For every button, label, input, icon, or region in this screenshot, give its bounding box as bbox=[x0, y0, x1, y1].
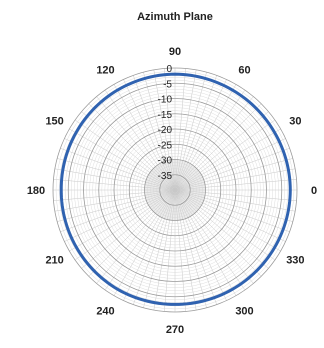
minor-ring bbox=[80, 95, 270, 285]
minor-ring bbox=[168, 183, 182, 197]
major-ring bbox=[128, 143, 222, 237]
angle-tick-labels: 0 30 60 90 120 150 180 210 240 270 300 330 bbox=[27, 46, 317, 336]
minor-ring bbox=[125, 140, 224, 239]
minor-ring bbox=[162, 177, 188, 203]
minor-ring bbox=[138, 153, 212, 227]
minor-ring bbox=[77, 92, 273, 288]
polar-grid bbox=[52, 67, 298, 313]
radial-tick-label: -20 bbox=[158, 125, 173, 136]
radial-tick-label: -30 bbox=[158, 156, 173, 167]
minor-ring bbox=[147, 162, 203, 218]
minor-ring bbox=[104, 119, 246, 261]
radial-tick-label: -5 bbox=[163, 79, 172, 90]
radial-tick-label: -35 bbox=[158, 171, 173, 182]
minor-ring bbox=[86, 101, 264, 279]
minor-ring bbox=[171, 186, 179, 194]
minor-ring bbox=[132, 147, 218, 233]
minor-ring bbox=[122, 137, 228, 243]
major-ring bbox=[113, 128, 237, 252]
angle-tick-label: 300 bbox=[235, 305, 253, 317]
angle-tick-label: 330 bbox=[286, 255, 304, 267]
angle-tick-label: 150 bbox=[45, 116, 63, 128]
major-ring bbox=[98, 113, 252, 267]
angle-tick-label: 0 bbox=[311, 185, 317, 197]
major-ring bbox=[144, 159, 206, 221]
angle-tick-label: 90 bbox=[169, 46, 181, 58]
minor-ring bbox=[55, 70, 295, 310]
minor-ring bbox=[153, 168, 197, 212]
chart-title: Azimuth Plane bbox=[137, 11, 213, 23]
minor-ring bbox=[150, 165, 200, 215]
minor-ring bbox=[110, 125, 240, 255]
minor-ring bbox=[92, 107, 258, 273]
radial-tick-label: -15 bbox=[158, 110, 173, 121]
minor-ring bbox=[71, 86, 279, 294]
minor-ring bbox=[135, 150, 215, 230]
radial-tick-label: 0 bbox=[166, 64, 172, 75]
minor-ring bbox=[107, 122, 243, 258]
angle-tick-label: 30 bbox=[289, 116, 301, 128]
angle-tick-label: 180 bbox=[27, 185, 45, 197]
minor-ring bbox=[156, 171, 194, 209]
minor-ring bbox=[101, 116, 249, 264]
radial-tick-label: -25 bbox=[158, 140, 173, 151]
minor-ring bbox=[119, 134, 231, 246]
minor-ring bbox=[64, 79, 286, 301]
minor-ring bbox=[89, 104, 261, 276]
major-ring bbox=[52, 67, 298, 313]
angle-tick-label: 210 bbox=[45, 255, 63, 267]
major-ring bbox=[67, 82, 283, 298]
angle-tick-label: 120 bbox=[96, 65, 114, 77]
minor-ring bbox=[141, 156, 209, 224]
minor-ring bbox=[95, 110, 255, 270]
angle-tick-label: 60 bbox=[238, 65, 250, 77]
minor-ring bbox=[116, 131, 234, 249]
minor-ring bbox=[165, 180, 185, 200]
radial-tick-label: -10 bbox=[158, 95, 173, 106]
angle-tick-label: 240 bbox=[96, 305, 114, 317]
major-ring bbox=[159, 174, 191, 206]
radial-tick-labels: 0 -5 -10 -15 -20 -25 -30 -35 bbox=[158, 64, 173, 182]
major-ring bbox=[83, 98, 267, 282]
minor-ring bbox=[74, 89, 276, 291]
series-group bbox=[59, 72, 292, 306]
angle-tick-label: 270 bbox=[166, 324, 184, 336]
